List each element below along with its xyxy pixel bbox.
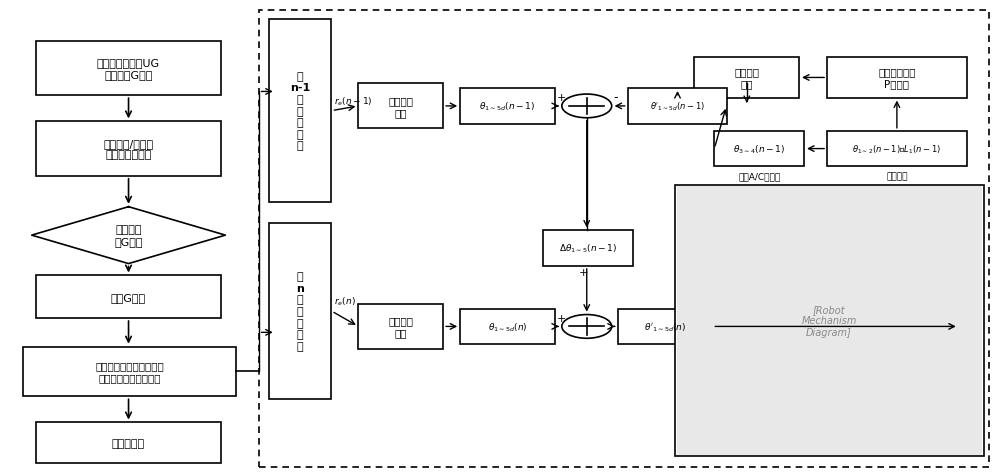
Text: 编译G代码: 编译G代码 — [111, 292, 146, 302]
Text: 并联机构: 并联机构 — [886, 172, 908, 181]
Text: 伺服轴运动: 伺服轴运动 — [112, 437, 145, 447]
FancyBboxPatch shape — [675, 186, 984, 456]
Text: 由光栅计算出
P点坐标: 由光栅计算出 P点坐标 — [878, 68, 916, 89]
Text: 误差逆解
模型: 误差逆解 模型 — [734, 68, 759, 89]
Text: +: + — [557, 93, 566, 103]
FancyBboxPatch shape — [269, 20, 331, 202]
FancyBboxPatch shape — [36, 41, 221, 96]
Text: [Robot
Mechanism
Diagram]: [Robot Mechanism Diagram] — [801, 304, 857, 337]
Text: 逆运动学
求解: 逆运动学 求解 — [388, 96, 413, 118]
FancyBboxPatch shape — [827, 131, 967, 167]
Text: $\theta'_{1\sim5d}(n)$: $\theta'_{1\sim5d}(n)$ — [644, 320, 686, 333]
FancyBboxPatch shape — [714, 131, 804, 167]
Text: 运动指令：粗插补调用逆
运动学和误差补偿算法: 运动指令：粗插补调用逆 运动学和误差补偿算法 — [95, 361, 164, 382]
FancyBboxPatch shape — [677, 187, 982, 455]
Text: $r_e(n)$: $r_e(n)$ — [334, 295, 356, 308]
Text: $\theta'_{1\sim5d}(n-1)$: $\theta'_{1\sim5d}(n-1)$ — [650, 100, 705, 113]
FancyBboxPatch shape — [23, 347, 236, 397]
Text: 第
n
个
插
补
周
期: 第 n 个 插 补 周 期 — [296, 272, 304, 351]
Text: +: + — [579, 268, 588, 278]
Text: $\Delta\theta_{1\sim5}(n-1)$: $\Delta\theta_{1\sim5}(n-1)$ — [559, 242, 617, 255]
FancyBboxPatch shape — [269, 224, 331, 399]
FancyBboxPatch shape — [36, 276, 221, 318]
FancyBboxPatch shape — [36, 122, 221, 177]
Text: 串联A/C摆角头: 串联A/C摆角头 — [738, 172, 780, 181]
Text: 逆运动学
求解: 逆运动学 求解 — [388, 316, 413, 337]
Text: $\theta_{1\sim5d}(n)$: $\theta_{1\sim5d}(n)$ — [488, 320, 527, 333]
Text: 机器人串/并联机
构光栅零点标零: 机器人串/并联机 构光栅零点标零 — [103, 139, 154, 160]
Text: 待加工零件通过UG
生成加工G代码: 待加工零件通过UG 生成加工G代码 — [97, 58, 160, 79]
FancyBboxPatch shape — [460, 309, 555, 345]
Text: -: - — [614, 91, 618, 104]
FancyBboxPatch shape — [460, 89, 555, 124]
Polygon shape — [32, 207, 225, 264]
FancyBboxPatch shape — [694, 58, 799, 99]
Text: $\theta_{1\sim5d}(n-1)$: $\theta_{1\sim5d}(n-1)$ — [479, 100, 536, 113]
FancyBboxPatch shape — [628, 89, 727, 124]
Text: $\theta_{3\sim4}(n-1)$: $\theta_{3\sim4}(n-1)$ — [733, 143, 785, 156]
Text: +: + — [557, 313, 566, 323]
FancyBboxPatch shape — [827, 58, 967, 99]
Text: $r_e(n-1)$: $r_e(n-1)$ — [334, 95, 373, 108]
FancyBboxPatch shape — [618, 309, 712, 345]
Text: 第
n-1
个
插
补
周
期: 第 n-1 个 插 补 周 期 — [290, 72, 310, 151]
FancyBboxPatch shape — [358, 304, 443, 349]
FancyBboxPatch shape — [358, 84, 443, 129]
FancyBboxPatch shape — [36, 423, 221, 463]
Text: $\theta_{1\sim2}(n-1)$、$L_1(n-1)$: $\theta_{1\sim2}(n-1)$、$L_1(n-1)$ — [852, 143, 941, 156]
FancyBboxPatch shape — [543, 231, 633, 267]
Text: 上位机读
取G代码: 上位机读 取G代码 — [114, 225, 143, 247]
